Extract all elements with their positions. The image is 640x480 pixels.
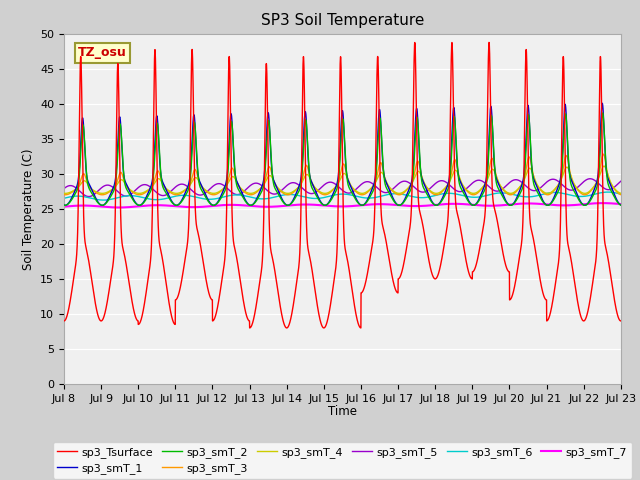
sp3_smT_7	[216, 203, 223, 208]
sp3_smT_1	[617, 202, 625, 208]
sp3_smT_7	[406, 203, 414, 209]
sp3_smT_4	[60, 191, 68, 196]
sp3_smT_1	[598, 100, 606, 106]
sp3_smT_4	[564, 165, 572, 171]
sp3_smT_6	[564, 192, 572, 197]
sp3_smT_4	[397, 190, 404, 196]
sp3_smT_5	[586, 176, 594, 181]
sp3_smT_6	[617, 191, 625, 197]
sp3_smT_6	[406, 193, 414, 199]
sp3_Tsurface	[564, 243, 572, 249]
sp3_smT_6	[604, 189, 612, 195]
sp3_smT_3	[600, 151, 607, 157]
sp3_smT_4	[173, 191, 180, 196]
sp3_smT_6	[216, 195, 223, 201]
sp3_smT_5	[216, 181, 223, 187]
sp3_smT_2	[180, 196, 188, 202]
sp3_smT_7	[397, 203, 404, 208]
sp3_Tsurface	[246, 325, 253, 331]
sp3_smT_1	[60, 202, 68, 208]
sp3_smT_1	[564, 152, 572, 158]
sp3_Tsurface	[179, 268, 187, 274]
sp3_Tsurface	[617, 318, 625, 324]
sp3_smT_7	[60, 204, 68, 210]
X-axis label: Time: Time	[328, 405, 357, 418]
sp3_smT_7	[599, 200, 607, 206]
sp3_smT_3	[406, 182, 414, 188]
sp3_smT_3	[397, 192, 404, 197]
sp3_smT_3	[180, 189, 188, 194]
Legend: sp3_Tsurface, sp3_smT_1, sp3_smT_2, sp3_smT_3, sp3_smT_4, sp3_smT_5, sp3_smT_6, : sp3_Tsurface, sp3_smT_1, sp3_smT_2, sp3_…	[53, 442, 632, 479]
Line: sp3_smT_5: sp3_smT_5	[64, 179, 621, 196]
sp3_smT_2	[617, 202, 625, 208]
sp3_smT_5	[617, 179, 625, 184]
sp3_Tsurface	[397, 272, 404, 278]
sp3_smT_1	[216, 196, 223, 202]
sp3_smT_1	[397, 202, 404, 208]
sp3_smT_2	[406, 187, 414, 193]
sp3_smT_7	[617, 201, 625, 207]
sp3_smT_7	[180, 204, 188, 210]
sp3_smT_4	[180, 188, 188, 194]
sp3_smT_1	[406, 182, 414, 188]
sp3_smT_4	[600, 163, 608, 169]
sp3_smT_6	[180, 192, 188, 198]
sp3_smT_2	[216, 197, 223, 203]
sp3_Tsurface	[60, 318, 68, 324]
sp3_smT_5	[406, 181, 414, 187]
sp3_smT_4	[216, 189, 223, 194]
sp3_smT_6	[60, 195, 68, 201]
Line: sp3_smT_6: sp3_smT_6	[64, 192, 621, 200]
sp3_smT_2	[599, 110, 607, 116]
sp3_smT_3	[617, 192, 625, 197]
sp3_smT_5	[60, 186, 68, 192]
sp3_smT_6	[617, 191, 625, 197]
Line: sp3_smT_3: sp3_smT_3	[64, 154, 621, 195]
sp3_smT_5	[564, 186, 572, 192]
sp3_smT_5	[180, 181, 188, 187]
sp3_smT_7	[617, 201, 625, 207]
sp3_Tsurface	[406, 219, 414, 225]
sp3_smT_3	[60, 192, 68, 198]
sp3_smT_4	[617, 191, 625, 196]
sp3_smT_1	[180, 194, 188, 200]
sp3_smT_6	[397, 191, 404, 197]
sp3_smT_2	[173, 203, 180, 208]
Line: sp3_smT_4: sp3_smT_4	[64, 166, 621, 193]
sp3_smT_4	[617, 191, 625, 196]
sp3_smT_3	[173, 192, 180, 198]
sp3_smT_2	[397, 202, 404, 208]
sp3_smT_1	[617, 202, 625, 208]
sp3_smT_4	[406, 182, 414, 188]
sp3_smT_7	[115, 204, 123, 210]
sp3_smT_2	[617, 202, 625, 208]
sp3_smT_3	[216, 189, 223, 195]
Line: sp3_smT_7: sp3_smT_7	[64, 203, 621, 207]
Line: sp3_smT_1: sp3_smT_1	[64, 103, 621, 205]
Title: SP3 Soil Temperature: SP3 Soil Temperature	[260, 13, 424, 28]
sp3_smT_5	[397, 180, 404, 185]
sp3_smT_2	[564, 149, 572, 155]
sp3_smT_3	[564, 158, 572, 164]
sp3_Tsurface	[216, 293, 223, 299]
Text: TZ_osu: TZ_osu	[78, 47, 127, 60]
sp3_smT_1	[173, 203, 180, 208]
sp3_Tsurface	[485, 39, 493, 45]
sp3_Tsurface	[617, 318, 625, 324]
sp3_smT_5	[85, 193, 93, 199]
Line: sp3_smT_2: sp3_smT_2	[64, 113, 621, 205]
sp3_smT_3	[617, 192, 625, 198]
sp3_smT_7	[564, 203, 572, 208]
sp3_smT_2	[60, 202, 68, 208]
sp3_smT_6	[100, 197, 108, 203]
Line: sp3_Tsurface: sp3_Tsurface	[64, 42, 621, 328]
sp3_smT_5	[617, 179, 625, 184]
Y-axis label: Soil Temperature (C): Soil Temperature (C)	[22, 148, 35, 270]
